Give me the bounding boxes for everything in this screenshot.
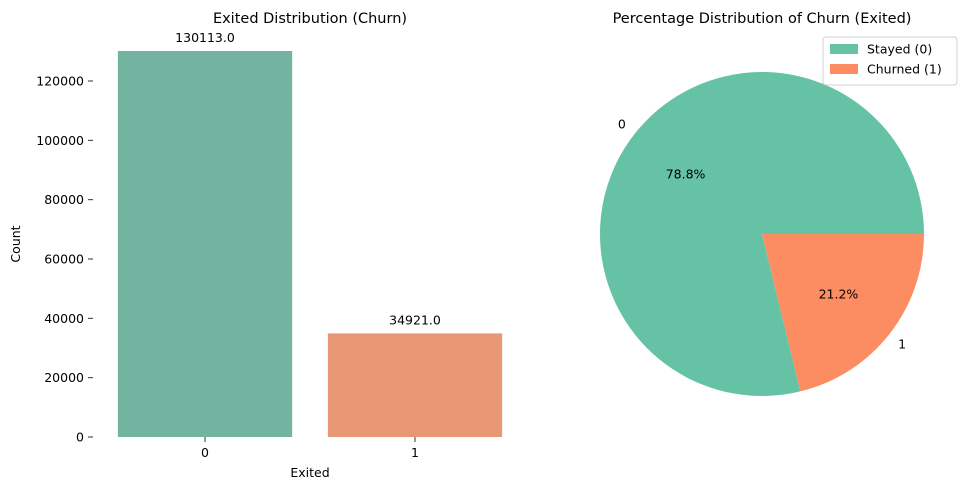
y-tick-label: 120000 (36, 74, 84, 89)
y-tick-label: 80000 (44, 192, 84, 207)
y-tick-label: 60000 (44, 252, 84, 267)
pie-slice-label: 0 (618, 116, 626, 131)
y-tick-label: 100000 (36, 133, 84, 148)
pie-pct-label: 78.8% (666, 166, 706, 181)
pie-chart: Percentage Distribution of Churn (Exited… (600, 11, 958, 396)
legend-label: Churned (1) (867, 62, 942, 77)
pie-slice-label: 1 (898, 337, 906, 352)
bar-value-label: 34921.0 (389, 312, 441, 327)
bar-chart-title: Exited Distribution (Churn) (213, 11, 407, 27)
y-axis: 0 20000 40000 60000 80000 100000 120000 (36, 74, 93, 445)
bars: 130113.0 34921.0 (117, 30, 503, 437)
x-tick-label: 0 (201, 445, 209, 460)
pie-pct-label: 21.2% (819, 287, 859, 302)
x-tick-label: 1 (411, 445, 419, 460)
pie-slice-1 (762, 234, 924, 392)
legend-label: Stayed (0) (867, 42, 932, 57)
legend-swatch (830, 64, 858, 74)
pie-chart-title: Percentage Distribution of Churn (Exited… (613, 11, 912, 27)
y-axis-label: Count (8, 225, 23, 262)
x-axis-label: Exited (290, 465, 329, 480)
legend: Stayed (0) Churned (1) (822, 36, 958, 86)
pie-slices: 0 78.8% 1 21.2% (600, 72, 924, 396)
legend-swatch (830, 44, 858, 54)
bar-chart: Exited Distribution (Churn) 0 20000 40000 6… (8, 11, 503, 480)
bar-0 (117, 51, 293, 437)
y-tick-label: 20000 (44, 370, 84, 385)
bar-1 (327, 333, 503, 437)
bar-value-label: 130113.0 (175, 30, 235, 45)
y-tick-label: 40000 (44, 311, 84, 326)
y-tick-label: 0 (76, 430, 84, 445)
